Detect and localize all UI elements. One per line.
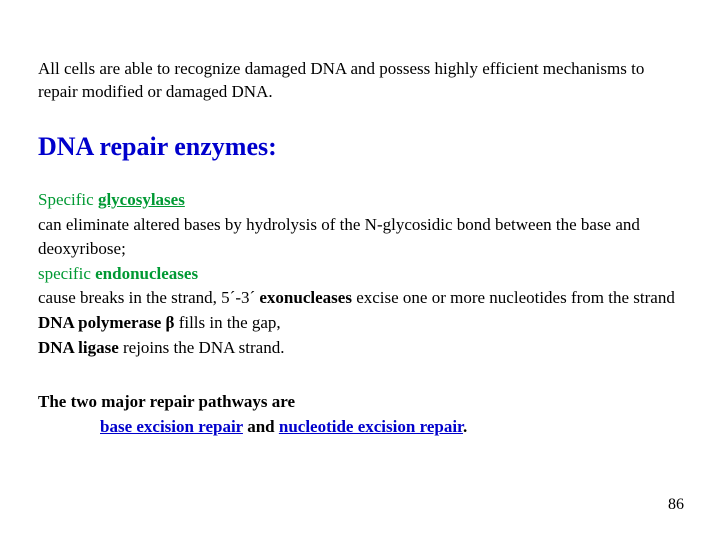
footer-line1: The two major repair pathways are <box>38 390 682 415</box>
footer-period: . <box>463 417 467 436</box>
exonucleases-desc: excise one or more nucleotides from the … <box>352 288 675 307</box>
polymerase-desc: fills in the gap, <box>174 313 280 332</box>
pathway-base-excision: base excision repair <box>100 417 243 436</box>
footer-block: The two major repair pathways are base e… <box>38 390 682 439</box>
body-text: Specific glycosylases can eliminate alte… <box>38 188 682 360</box>
term-specific2: specific <box>38 264 95 283</box>
glycosylases-desc: can eliminate altered bases by hydrolysi… <box>38 215 640 259</box>
endonucleases-desc-a: cause breaks in the strand, 5´-3´ <box>38 288 259 307</box>
slide-content: All cells are able to recognize damaged … <box>0 0 720 540</box>
term-glycosylases: glycosylases <box>98 190 185 209</box>
footer-and: and <box>243 417 279 436</box>
page-number: 86 <box>668 496 684 514</box>
term-specific: Specific <box>38 190 98 209</box>
term-polymerase: DNA polymerase <box>38 313 165 332</box>
term-endonucleases: endonucleases <box>95 264 198 283</box>
ligase-desc: rejoins the DNA strand. <box>119 338 285 357</box>
term-exonucleases: exonucleases <box>259 288 352 307</box>
term-ligase: DNA ligase <box>38 338 119 357</box>
footer-line2: base excision repair and nucleotide exci… <box>38 415 682 440</box>
pathway-nucleotide-excision: nucleotide excision repair <box>279 417 463 436</box>
intro-paragraph: All cells are able to recognize damaged … <box>38 58 682 104</box>
section-heading: DNA repair enzymes: <box>38 132 682 162</box>
